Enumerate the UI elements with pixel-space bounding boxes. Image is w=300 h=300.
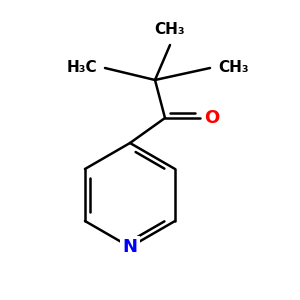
Text: N: N bbox=[122, 238, 137, 256]
Text: O: O bbox=[204, 109, 220, 127]
Text: CH₃: CH₃ bbox=[155, 22, 185, 37]
Text: H₃C: H₃C bbox=[66, 61, 97, 76]
Text: CH₃: CH₃ bbox=[218, 61, 249, 76]
